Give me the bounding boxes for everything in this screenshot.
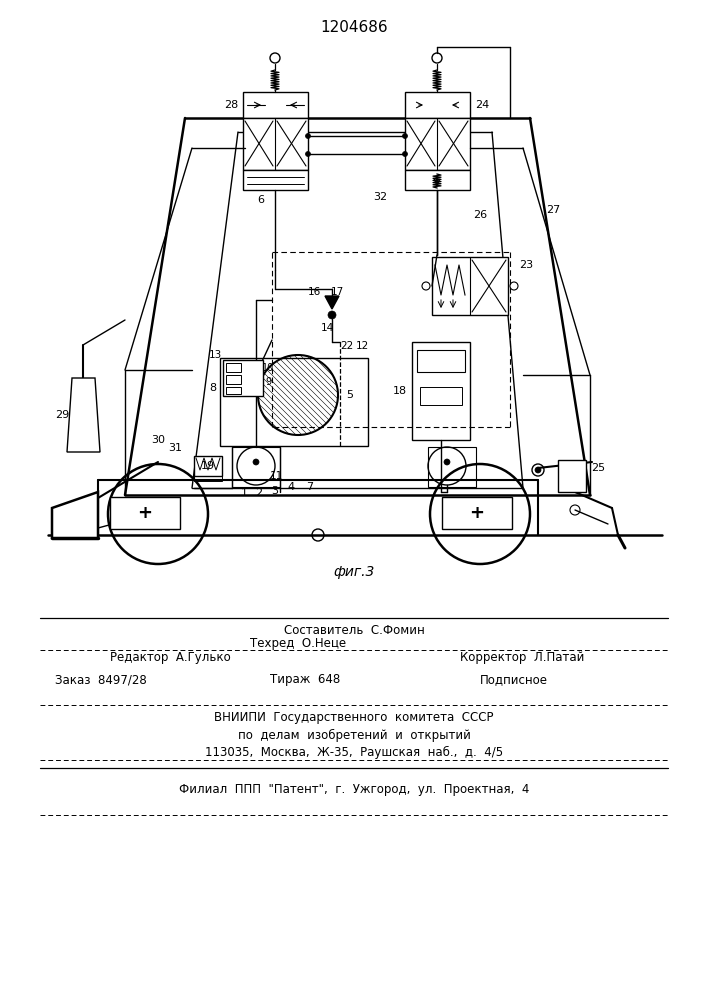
Text: 25: 25 <box>591 463 605 473</box>
Text: 23: 23 <box>519 260 533 270</box>
Text: 26: 26 <box>473 210 487 220</box>
Circle shape <box>535 467 541 473</box>
Text: 27: 27 <box>546 205 560 215</box>
Text: 11: 11 <box>269 471 283 481</box>
Circle shape <box>402 151 407 156</box>
Bar <box>194 456 222 476</box>
Bar <box>417 350 465 372</box>
Text: Подписное: Подписное <box>480 674 548 686</box>
Text: 10: 10 <box>262 363 274 373</box>
Text: Филиал  ППП  "Патент",  г.  Ужгород,  ул.  Проектная,  4: Филиал ППП "Патент", г. Ужгород, ул. Про… <box>179 784 529 796</box>
Text: 29: 29 <box>55 410 69 420</box>
Bar <box>223 360 263 396</box>
Text: Тираж  648: Тираж 648 <box>270 674 340 686</box>
Text: 4: 4 <box>288 482 295 492</box>
Text: по  делам  изобретений  и  открытий: по делам изобретений и открытий <box>238 728 470 742</box>
Circle shape <box>253 459 259 465</box>
Bar <box>110 497 180 529</box>
Bar <box>412 342 470 440</box>
Bar <box>194 476 222 481</box>
Text: 14: 14 <box>320 323 334 333</box>
Text: 17: 17 <box>330 287 344 297</box>
Bar <box>432 257 508 315</box>
Bar <box>226 375 241 384</box>
Text: ВНИИПИ  Государственного  комитета  СССР: ВНИИПИ Государственного комитета СССР <box>214 712 493 724</box>
Circle shape <box>402 133 407 138</box>
Text: 16: 16 <box>308 287 321 297</box>
Text: Составитель  С.Фомин: Составитель С.Фомин <box>284 624 424 637</box>
Text: 13: 13 <box>209 350 221 360</box>
Text: 28: 28 <box>224 100 238 110</box>
Bar <box>558 460 586 492</box>
Bar <box>220 358 368 446</box>
Bar <box>428 447 476 487</box>
Text: 6: 6 <box>257 195 264 205</box>
Text: 113035,  Москва,  Ж-35,  Раушская  наб.,  д.  4/5: 113035, Москва, Ж-35, Раушская наб., д. … <box>205 745 503 759</box>
Circle shape <box>305 151 310 156</box>
Text: +: + <box>137 504 153 522</box>
Text: 7: 7 <box>306 482 314 492</box>
Text: 30: 30 <box>151 435 165 445</box>
Bar <box>405 170 470 190</box>
Text: 24: 24 <box>475 100 489 110</box>
Text: +: + <box>469 504 484 522</box>
Circle shape <box>328 311 336 319</box>
Bar <box>226 363 241 372</box>
Bar <box>405 92 470 118</box>
Text: 32: 32 <box>373 192 387 202</box>
Bar <box>243 92 308 118</box>
Text: 9: 9 <box>265 377 271 387</box>
Text: 1204686: 1204686 <box>320 20 388 35</box>
Bar <box>243 170 308 190</box>
Text: Техред  О.Неце: Техред О.Неце <box>250 637 346 650</box>
Text: 31: 31 <box>168 443 182 453</box>
Circle shape <box>305 133 310 138</box>
Text: Редактор  А.Гулько: Редактор А.Гулько <box>110 650 230 664</box>
Text: 1: 1 <box>240 488 247 498</box>
Polygon shape <box>67 378 100 452</box>
Text: 8: 8 <box>209 383 216 393</box>
Polygon shape <box>325 296 339 309</box>
Bar <box>226 387 241 394</box>
Text: 5: 5 <box>346 390 354 400</box>
Bar <box>232 447 280 487</box>
Text: Корректор  Л.Патай: Корректор Л.Патай <box>460 650 585 664</box>
Circle shape <box>444 459 450 465</box>
Text: 19: 19 <box>201 461 215 471</box>
Bar <box>420 387 462 405</box>
Text: Заказ  8497/28: Заказ 8497/28 <box>55 674 147 686</box>
Text: 3: 3 <box>271 486 279 496</box>
Text: фиг.3: фиг.3 <box>333 565 375 579</box>
Bar <box>442 497 512 529</box>
Text: 22: 22 <box>340 341 354 351</box>
Bar <box>243 118 308 170</box>
Bar <box>405 118 470 170</box>
Text: 18: 18 <box>393 386 407 396</box>
Text: 2: 2 <box>255 488 262 498</box>
Text: 12: 12 <box>356 341 368 351</box>
Polygon shape <box>52 492 98 538</box>
